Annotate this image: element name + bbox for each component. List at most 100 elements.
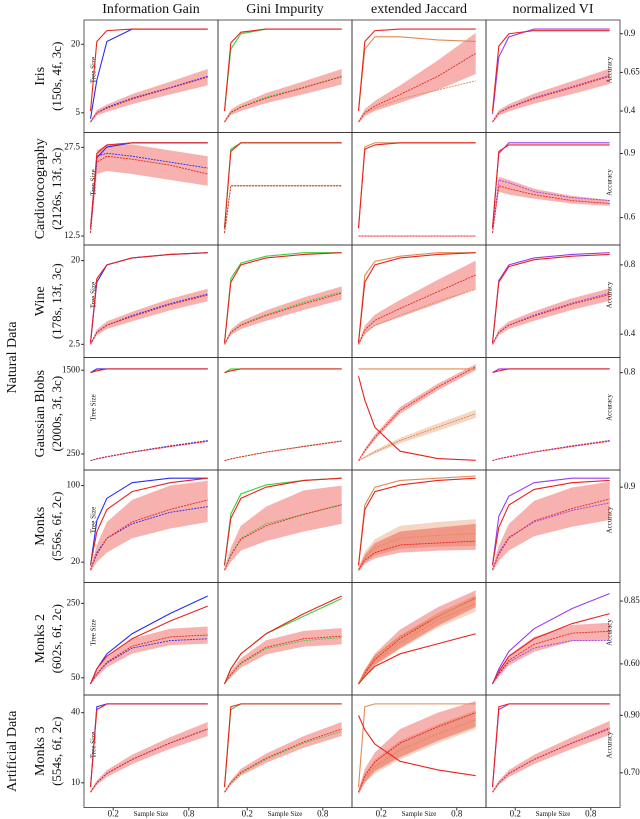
y-tick-label: 50 — [71, 672, 81, 682]
band — [492, 68, 610, 124]
line — [492, 498, 610, 570]
line — [357, 703, 476, 788]
y2-tick-label: 0.85 — [624, 595, 640, 605]
band — [358, 590, 476, 685]
panel-frame — [485, 694, 621, 808]
y-tick-label: 1500 — [62, 364, 81, 374]
x-tick-label: 0.2 — [376, 809, 387, 819]
row-name: Monks 2 — [33, 614, 48, 663]
band — [224, 440, 342, 461]
y2-axis-label: Accuracy — [606, 506, 614, 533]
line — [492, 368, 610, 374]
line — [223, 477, 342, 566]
y2-axis-label: Accuracy — [606, 281, 614, 308]
line — [492, 613, 610, 685]
x-tick-label: 0.8 — [585, 809, 597, 819]
band — [90, 480, 208, 572]
y-tick-label: 250 — [67, 597, 81, 607]
y-tick-label: 250 — [67, 448, 81, 458]
band — [358, 364, 476, 462]
line — [224, 637, 342, 684]
line — [90, 76, 208, 123]
y2-tick-label: 0.65 — [624, 66, 640, 76]
row-info: (556s, 6f, 2c) — [49, 492, 64, 561]
band — [90, 722, 208, 794]
line — [90, 294, 208, 345]
line — [491, 28, 610, 115]
line — [358, 633, 476, 685]
row-name: Cardiotocography — [33, 138, 48, 239]
line — [492, 439, 610, 462]
y-axis-label: Tree Size — [90, 169, 98, 195]
line — [357, 142, 476, 229]
line — [491, 479, 610, 566]
line — [90, 293, 208, 345]
y2-tick-label: 0.8 — [624, 259, 636, 269]
line — [223, 252, 342, 343]
y2-tick-label: 0.4 — [624, 328, 636, 338]
band — [492, 622, 610, 685]
band — [90, 144, 208, 235]
line — [89, 28, 208, 112]
column-title: Information Gain — [102, 2, 200, 17]
y2-tick-label: 0.8 — [624, 367, 636, 377]
y2-axis-label: Accuracy — [606, 169, 614, 196]
line — [90, 605, 208, 685]
x-tick-label: 0.2 — [242, 809, 253, 819]
x-tick-label: 0.8 — [183, 809, 195, 819]
line — [90, 368, 208, 374]
line — [358, 53, 476, 123]
line — [492, 185, 610, 234]
band — [358, 523, 476, 572]
line — [90, 155, 208, 234]
y2-tick-label: 0.70 — [624, 767, 640, 777]
line — [492, 440, 610, 462]
line — [89, 703, 208, 788]
row-name: Iris — [33, 67, 48, 86]
line — [357, 477, 476, 566]
band — [492, 481, 610, 572]
line — [224, 76, 342, 123]
line — [357, 36, 476, 112]
x-tick-label: 0.2 — [510, 809, 521, 819]
y-tick-label: 40 — [71, 707, 81, 717]
line — [492, 179, 610, 234]
line — [357, 376, 476, 461]
y2-tick-label: 0.9 — [624, 28, 636, 38]
line — [491, 253, 610, 343]
line — [358, 719, 476, 793]
y-axis-label: Tree Size — [90, 619, 98, 645]
line — [223, 142, 342, 229]
band — [358, 595, 476, 685]
y2-tick-label: 0.90 — [624, 709, 640, 719]
line — [224, 185, 342, 234]
line — [491, 477, 610, 566]
y2-axis-label: Accuracy — [606, 56, 614, 83]
column-title: extended Jaccard — [371, 2, 467, 17]
band — [90, 68, 208, 124]
line — [90, 440, 208, 462]
band — [358, 409, 476, 461]
row-info: (2000s, 3f, 3c) — [49, 376, 64, 452]
line — [224, 368, 342, 374]
y-tick-label: 20 — [71, 556, 81, 566]
row-name: Wine — [33, 286, 48, 316]
line — [224, 635, 342, 684]
band — [224, 185, 342, 234]
x-tick-label: 0.8 — [317, 809, 329, 819]
panel-frame — [217, 132, 353, 246]
line — [223, 703, 342, 788]
row-name: Monks 3 — [33, 727, 48, 776]
band — [492, 288, 610, 346]
line — [358, 366, 476, 461]
y-tick-label: 12.5 — [64, 230, 80, 240]
band — [224, 722, 342, 794]
line — [357, 142, 476, 229]
x-tick-label: 0.8 — [451, 809, 463, 819]
x-tick-label: 0.2 — [108, 809, 119, 819]
group-label: Natural Data — [5, 321, 20, 394]
y2-tick-label: 0.9 — [624, 148, 636, 158]
line — [491, 144, 610, 229]
